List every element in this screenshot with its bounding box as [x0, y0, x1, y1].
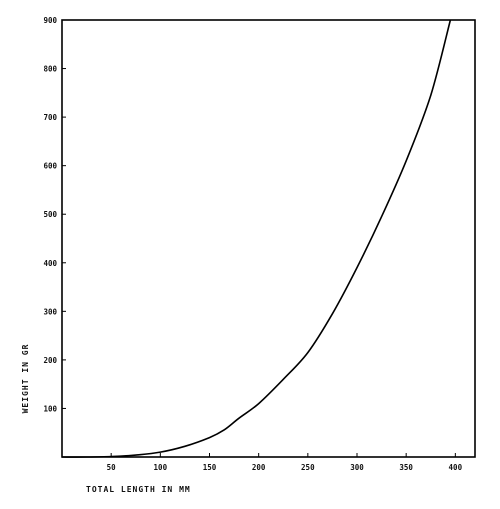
y-tick-label: 700 [43, 113, 57, 122]
x-tick-label: 100 [154, 463, 168, 472]
y-tick-label: 800 [43, 65, 57, 74]
plot-frame [61, 19, 476, 458]
y-axis-label: WEIGHT IN GR [21, 344, 30, 414]
x-tick-label: 150 [203, 463, 217, 472]
y-tick-label: 500 [43, 210, 57, 219]
y-tick-label: 900 [43, 16, 57, 25]
weight-length-curve [61, 19, 452, 458]
x-tick-label: 250 [301, 463, 315, 472]
y-tick-label: 600 [43, 162, 57, 171]
y-tick-label: 100 [43, 404, 57, 413]
x-tick-label: 400 [449, 463, 463, 472]
y-tick-label: 400 [43, 259, 57, 268]
x-axis-label: TOTAL LENGTH IN MM [86, 485, 191, 494]
x-tick-label: 300 [350, 463, 364, 472]
x-tick-label: 350 [399, 463, 413, 472]
y-tick-label: 200 [43, 356, 57, 365]
x-tick-label: 50 [107, 463, 117, 472]
x-tick-label: 200 [252, 463, 266, 472]
y-tick-label: 300 [43, 307, 57, 316]
